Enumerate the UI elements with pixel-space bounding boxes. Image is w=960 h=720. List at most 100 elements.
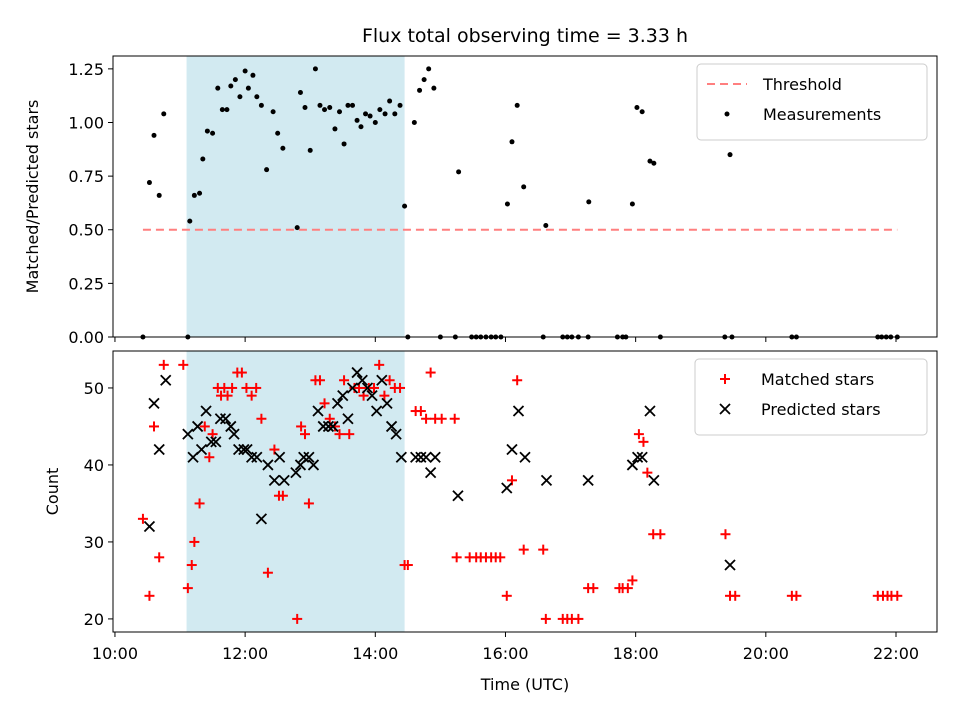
data-point [151, 132, 157, 138]
data-point [149, 421, 160, 432]
observing-window-span [186, 56, 405, 337]
data-point [381, 397, 393, 409]
data-point [337, 109, 343, 115]
legend-label: Matched stars [761, 370, 874, 389]
legend: Threshold Measurements [696, 63, 928, 141]
data-point [622, 583, 633, 594]
data-point [195, 443, 208, 456]
data-point [540, 474, 553, 486]
legend-label: Threshold [762, 75, 842, 94]
data-point [720, 529, 731, 540]
data-point [245, 451, 258, 463]
data-point [317, 420, 329, 433]
legend-box [694, 358, 928, 436]
data-point [194, 498, 205, 509]
data-point [588, 583, 599, 594]
data-point [644, 405, 656, 417]
x-tick-label: 12:00 [222, 644, 268, 663]
data-point [540, 613, 551, 624]
data-point [727, 152, 733, 158]
data-point [329, 421, 340, 432]
data-point [514, 102, 520, 108]
data-point [232, 77, 238, 83]
data-point [327, 420, 339, 433]
data-point [629, 201, 635, 207]
data-point [258, 102, 264, 108]
data-point [334, 429, 345, 440]
data-point [374, 359, 385, 370]
data-point [327, 104, 333, 110]
data-point [210, 436, 222, 448]
x-tick-label: 20:00 [743, 644, 789, 663]
data-point [449, 413, 460, 424]
data-point [245, 85, 251, 91]
data-point [294, 225, 300, 231]
data-point [724, 559, 736, 571]
data-point [392, 111, 398, 117]
data-point [322, 420, 335, 433]
y-tick-label: 1.25 [68, 60, 104, 79]
data-point [204, 452, 215, 463]
data-point [411, 119, 417, 125]
y-axis-label: Count [43, 468, 62, 516]
data-point [384, 375, 395, 386]
y-tick-label: 1.00 [68, 113, 104, 132]
data-point [586, 199, 592, 205]
data-point [178, 359, 189, 370]
data-point [148, 397, 160, 409]
data-point [379, 390, 390, 401]
data-point [137, 513, 148, 524]
x-tick-label: 18:00 [613, 644, 659, 663]
data-point [518, 544, 529, 555]
data-point [647, 158, 653, 164]
data-point [200, 156, 206, 162]
data-point [307, 459, 320, 471]
data-point [205, 436, 217, 448]
data-point [426, 66, 432, 72]
data-point [153, 443, 165, 456]
data-point [506, 443, 518, 456]
data-point [215, 85, 221, 91]
data-point [264, 167, 270, 173]
plot-frame [112, 55, 938, 338]
data-point [642, 467, 653, 478]
data-point [385, 420, 398, 433]
data-point [298, 451, 310, 463]
data-point [501, 590, 512, 601]
data-point [351, 366, 363, 379]
x-tick-label: 22:00 [873, 644, 919, 663]
data-point [160, 374, 172, 386]
data-point [395, 382, 406, 393]
data-point [730, 590, 741, 601]
data-point [237, 94, 243, 100]
data-point [191, 192, 197, 198]
data-point [651, 160, 657, 166]
plot-frame [112, 350, 938, 633]
data-point [344, 429, 355, 440]
data-point [278, 474, 290, 486]
data-point [307, 147, 313, 153]
data-point [390, 428, 402, 440]
data-point [241, 382, 252, 393]
data-point [573, 613, 584, 624]
data-point [633, 429, 644, 440]
data-point [638, 436, 649, 447]
data-point [322, 107, 328, 113]
data-point [232, 443, 245, 456]
data-point [631, 451, 644, 463]
data-point [376, 374, 388, 386]
data-point [519, 451, 531, 463]
data-point [342, 413, 354, 425]
data-point [402, 203, 408, 209]
data-point [415, 451, 427, 463]
y-axis-label: Matched/Predicted stars [23, 100, 42, 294]
data-point [397, 102, 403, 108]
data-point [219, 107, 225, 113]
data-point [270, 109, 276, 115]
x-tick-label: 14:00 [352, 644, 398, 663]
data-point [312, 405, 324, 417]
data-point [242, 68, 248, 74]
data-point [424, 467, 437, 479]
data-point [543, 222, 549, 228]
data-point [280, 145, 286, 151]
